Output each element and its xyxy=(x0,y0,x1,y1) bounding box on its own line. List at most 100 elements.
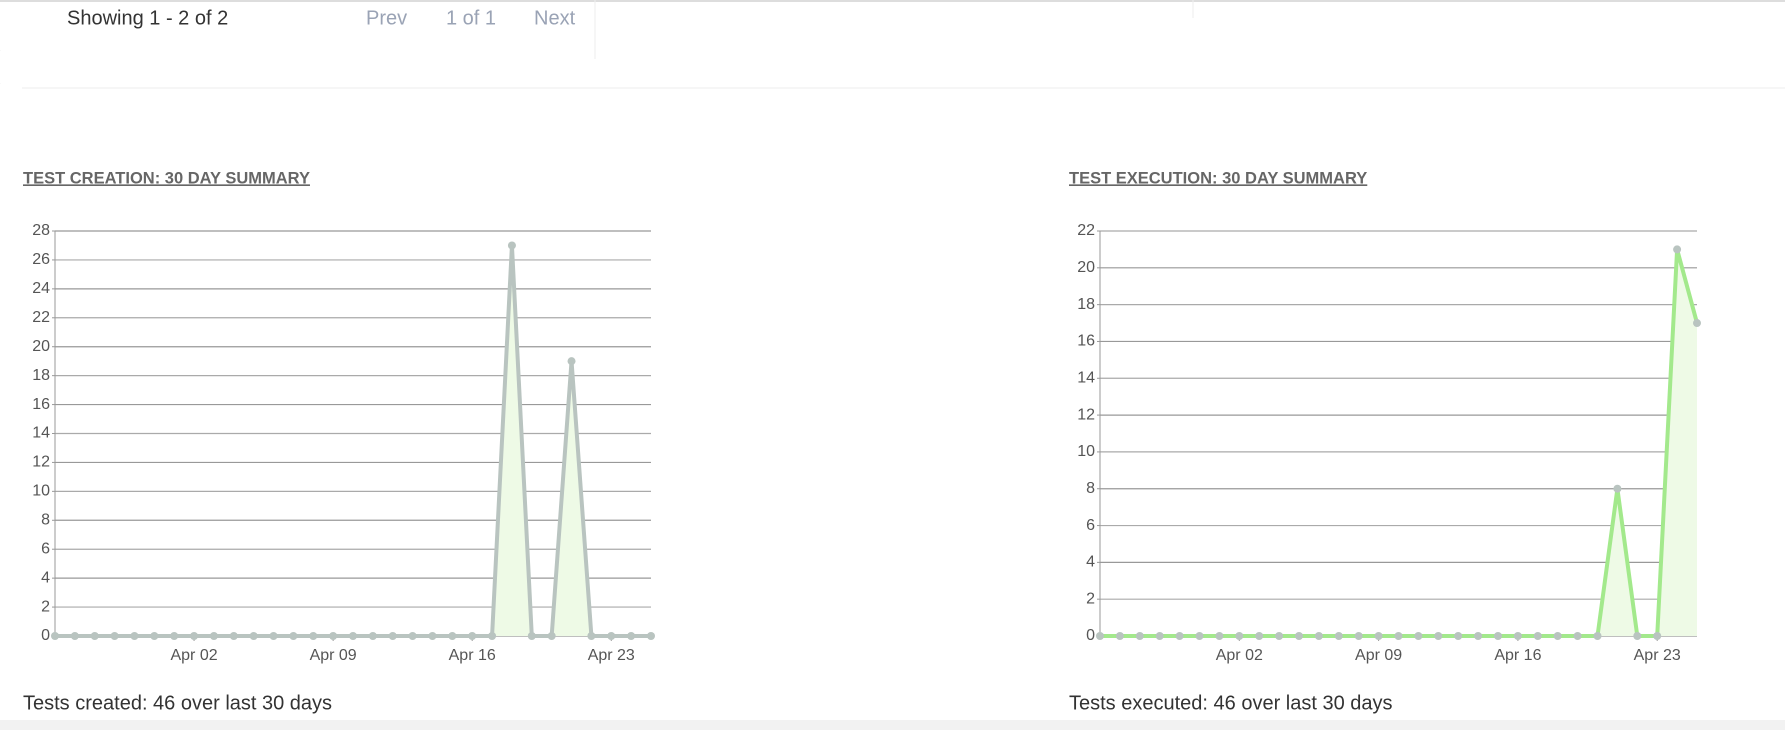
y-tick-label: 12 xyxy=(1077,406,1095,423)
area-fill xyxy=(55,245,651,636)
data-point xyxy=(209,632,218,640)
page-indicator: 1 of 1 xyxy=(446,7,496,29)
data-point xyxy=(70,632,79,640)
data-point xyxy=(527,632,536,640)
data-point xyxy=(1533,632,1542,640)
y-tick-label: 24 xyxy=(32,280,50,297)
next-button[interactable]: Next xyxy=(534,7,576,29)
chart-caption: Tests executed: 46 over last 30 days xyxy=(1069,692,1393,714)
y-tick-label: 8 xyxy=(41,512,50,529)
data-point xyxy=(607,632,616,640)
data-point xyxy=(1494,632,1502,640)
x-tick-label: Apr 16 xyxy=(449,647,496,664)
x-tick-label: Apr 23 xyxy=(1634,647,1681,664)
data-point xyxy=(448,632,457,640)
data-point xyxy=(1613,484,1622,493)
data-point xyxy=(1573,632,1582,640)
data-point xyxy=(468,632,477,640)
y-tick-label: 12 xyxy=(32,454,50,471)
data-point xyxy=(1175,632,1184,640)
data-point xyxy=(1374,632,1383,640)
data-point xyxy=(488,632,497,640)
data-point xyxy=(150,632,159,640)
data-point xyxy=(507,241,516,250)
data-point xyxy=(1135,632,1144,640)
data-point xyxy=(1295,632,1303,640)
chart-title: TEST CREATION: 30 DAY SUMMARY xyxy=(23,169,310,187)
x-tick-label: Apr 23 xyxy=(588,647,635,664)
data-point xyxy=(1693,319,1701,328)
data-point xyxy=(1633,632,1642,640)
data-point xyxy=(1215,632,1224,640)
y-tick-label: 14 xyxy=(32,425,50,442)
data-point xyxy=(1096,632,1104,640)
chart-caption: Tests created: 46 over last 30 days xyxy=(23,692,332,714)
data-point xyxy=(170,632,179,640)
data-point xyxy=(1255,632,1264,640)
x-tick-label: Apr 02 xyxy=(170,647,217,664)
data-point xyxy=(1653,632,1662,640)
data-point xyxy=(1593,632,1602,640)
y-tick-label: 22 xyxy=(1077,222,1095,239)
y-tick-label: 10 xyxy=(1077,443,1095,460)
bottom-band xyxy=(0,720,1785,730)
data-point xyxy=(130,632,139,640)
data-point xyxy=(1334,632,1343,640)
prev-button[interactable]: Prev xyxy=(366,7,407,29)
data-point xyxy=(428,632,437,640)
x-tick-label: Apr 09 xyxy=(1355,647,1402,664)
top-border xyxy=(0,0,1785,2)
data-point xyxy=(1434,632,1443,640)
data-point xyxy=(1314,632,1323,640)
y-tick-label: 16 xyxy=(32,396,50,413)
data-point xyxy=(1553,632,1562,640)
data-point xyxy=(309,632,318,640)
y-tick-label: 20 xyxy=(1077,259,1095,276)
y-tick-label: 18 xyxy=(32,367,50,384)
data-point xyxy=(110,632,119,640)
y-tick-label: 2 xyxy=(1086,590,1095,607)
data-point xyxy=(388,632,397,640)
data-point xyxy=(567,357,576,366)
chart-title: TEST EXECUTION: 30 DAY SUMMARY xyxy=(1069,169,1367,187)
data-point xyxy=(269,632,278,640)
y-tick-label: 16 xyxy=(1077,333,1095,350)
data-point xyxy=(329,632,338,640)
data-point xyxy=(1454,632,1463,640)
y-tick-label: 2 xyxy=(41,598,50,615)
y-tick-label: 18 xyxy=(1077,296,1095,313)
x-tick-label: Apr 02 xyxy=(1216,647,1263,664)
data-point xyxy=(547,632,556,640)
data-point xyxy=(587,632,596,640)
y-tick-label: 4 xyxy=(1086,554,1095,571)
x-tick-label: Apr 16 xyxy=(1494,647,1541,664)
data-point xyxy=(1354,632,1363,640)
data-point xyxy=(51,632,59,640)
data-point xyxy=(1394,632,1403,640)
y-tick-label: 14 xyxy=(1077,369,1095,386)
y-tick-label: 26 xyxy=(32,251,50,268)
data-point xyxy=(1414,632,1423,640)
y-tick-label: 0 xyxy=(41,627,50,644)
data-point xyxy=(1195,632,1204,640)
data-point xyxy=(190,632,199,640)
y-tick-label: 20 xyxy=(32,338,50,355)
x-tick-label: Apr 09 xyxy=(310,647,357,664)
y-tick-label: 28 xyxy=(32,222,50,239)
data-point xyxy=(1513,632,1522,640)
data-point xyxy=(1474,632,1483,640)
data-point xyxy=(229,632,238,640)
data-point xyxy=(408,632,417,640)
y-tick-label: 22 xyxy=(32,309,50,326)
y-tick-label: 0 xyxy=(1086,627,1095,644)
data-point xyxy=(647,632,655,640)
data-point xyxy=(1673,245,1682,254)
data-point xyxy=(1115,632,1124,640)
y-tick-label: 6 xyxy=(41,540,50,557)
data-point xyxy=(1275,632,1284,640)
data-point xyxy=(1235,632,1244,640)
area-fill xyxy=(1100,249,1697,636)
data-point xyxy=(249,632,258,640)
